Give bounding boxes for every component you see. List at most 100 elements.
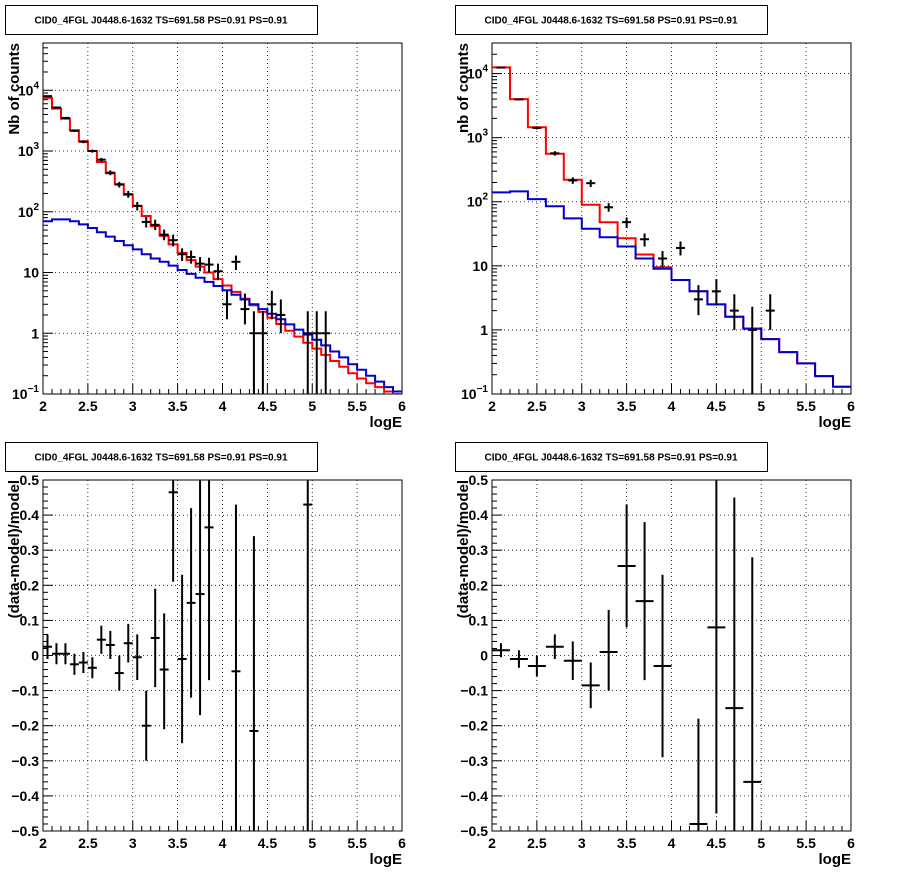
- data-point: [43, 95, 52, 98]
- chart-title-box: CID0_4FGL J0448.6-1632 TS=691.58 PS=0.91…: [455, 5, 768, 35]
- x-tick-label: 4.5: [707, 398, 727, 414]
- y-tick-label: 104: [467, 64, 489, 82]
- data-point: [141, 690, 151, 761]
- data-point: [204, 480, 214, 681]
- data-point: [249, 536, 259, 831]
- chart-title-box: CID0_4FGL J0448.6-1632 TS=691.58 PS=0.91…: [455, 442, 768, 472]
- data-point: [78, 140, 88, 144]
- data-point: [640, 233, 650, 247]
- x-axis-title: logE: [370, 414, 403, 431]
- data-point: [150, 219, 160, 231]
- x-tick-label: 6: [847, 835, 855, 851]
- x-tick-label: 2.5: [527, 835, 547, 851]
- x-tick-label: 4: [668, 398, 676, 414]
- data-point: [568, 177, 578, 184]
- data-point: [635, 522, 654, 681]
- data-point: [69, 653, 79, 675]
- x-tick-label: 3.5: [168, 398, 188, 414]
- x-tick-label: 2.5: [78, 398, 98, 414]
- x-tick-label: 6: [847, 398, 855, 414]
- y-tick-label: 1: [480, 322, 488, 338]
- x-axis-title: logE: [370, 851, 403, 868]
- x-tick-label: 2: [488, 835, 496, 851]
- data-point: [514, 98, 524, 101]
- data-point: [168, 480, 178, 582]
- data-point: [581, 662, 600, 709]
- plot-area: [492, 66, 851, 394]
- data-point: [132, 634, 142, 681]
- data-point: [186, 250, 196, 264]
- data-point: [51, 106, 61, 109]
- data-point: [213, 263, 223, 281]
- data-point: [492, 643, 510, 658]
- chart-panel-2: 2 2.5 3 3.5 4 4.5 5 5.5 6 10−1 1 10 102 103 104 logE nb …: [455, 5, 855, 431]
- chart-panel-3: 2 2.5 3 3.5 4 4.5 5 5.5 6 −0.5 −0.4 −0.3 −0.2 −0.1 0 0.…: [5, 442, 406, 868]
- chart-panel-1: 2 2.5 3 3.5 4 4.5 5 5.5 6 10−1 1 10 102 103 104 logE Nb …: [5, 5, 406, 431]
- data-point: [231, 504, 241, 831]
- y-tick-label: 0.2: [20, 577, 40, 593]
- y-tick-label: −0.5: [460, 823, 488, 839]
- plot-area: [43, 480, 313, 831]
- data-point: [96, 625, 106, 654]
- y-tick-label: 10−1: [12, 384, 39, 402]
- y-axis-title: nb of counts: [455, 43, 472, 133]
- data-point: [617, 504, 636, 628]
- data-point: [249, 311, 259, 394]
- y-tick-label: 0: [480, 648, 488, 664]
- x-tick-label: 4.5: [707, 835, 727, 851]
- data-point: [312, 311, 322, 394]
- chart-title-box: CID0_4FGL J0448.6-1632 TS=691.58 PS=0.91…: [5, 5, 318, 35]
- data-point: [204, 257, 214, 273]
- data-point: [527, 655, 546, 677]
- data-point: [69, 129, 79, 132]
- y-tick-label: 0.4: [469, 507, 489, 523]
- x-tick-label: 4: [668, 835, 676, 851]
- data-point: [689, 718, 708, 831]
- y-tick-label: −0.3: [460, 753, 488, 769]
- data-point: [604, 203, 614, 212]
- data-point: [743, 557, 762, 831]
- data-point: [195, 480, 205, 716]
- x-tick-label: 4.5: [258, 835, 278, 851]
- data-point: [545, 634, 564, 660]
- x-tick-label: 3: [129, 835, 137, 851]
- x-tick-label: 5: [308, 835, 316, 851]
- x-tick-label: 5.5: [796, 835, 816, 851]
- data-point: [550, 151, 560, 156]
- chart-title: CID0_4FGL J0448.6-1632 TS=691.58 PS=0.91…: [484, 453, 737, 464]
- y-tick-label: 102: [467, 192, 489, 210]
- data-point: [186, 508, 196, 698]
- data-point: [303, 480, 313, 831]
- y-tick-label: 103: [467, 128, 489, 146]
- data-point: [114, 181, 124, 188]
- plot-area: [492, 480, 762, 831]
- data-point: [87, 149, 97, 153]
- data-point: [532, 126, 542, 130]
- y-tick-label: 0.1: [469, 612, 489, 628]
- y-tick-label: 0.2: [469, 577, 489, 593]
- y-tick-label: 0.5: [20, 472, 40, 488]
- data-point: [51, 643, 61, 665]
- data-point: [707, 480, 726, 814]
- x-tick-label: 2: [488, 398, 496, 414]
- data-point: [177, 248, 187, 261]
- data-point: [675, 241, 685, 256]
- x-tick-label: 3: [578, 835, 586, 851]
- x-tick-label: 6: [398, 835, 406, 851]
- x-tick-label: 5: [757, 398, 765, 414]
- x-axis-title: logE: [819, 414, 852, 431]
- y-tick-label: 0: [31, 648, 39, 664]
- x-tick-label: 4: [219, 398, 227, 414]
- data-point: [563, 641, 582, 681]
- chart-title: CID0_4FGL J0448.6-1632 TS=691.58 PS=0.91…: [484, 16, 737, 27]
- data-point: [231, 255, 241, 270]
- y-tick-label: −0.4: [11, 788, 39, 804]
- data-point: [509, 650, 528, 668]
- data-point: [276, 299, 286, 334]
- x-tick-label: 2.5: [78, 835, 98, 851]
- y-tick-label: −0.1: [11, 683, 39, 699]
- y-axis-title: Nb of counts: [6, 43, 23, 135]
- data-point: [303, 311, 313, 394]
- plot-area: [43, 95, 402, 394]
